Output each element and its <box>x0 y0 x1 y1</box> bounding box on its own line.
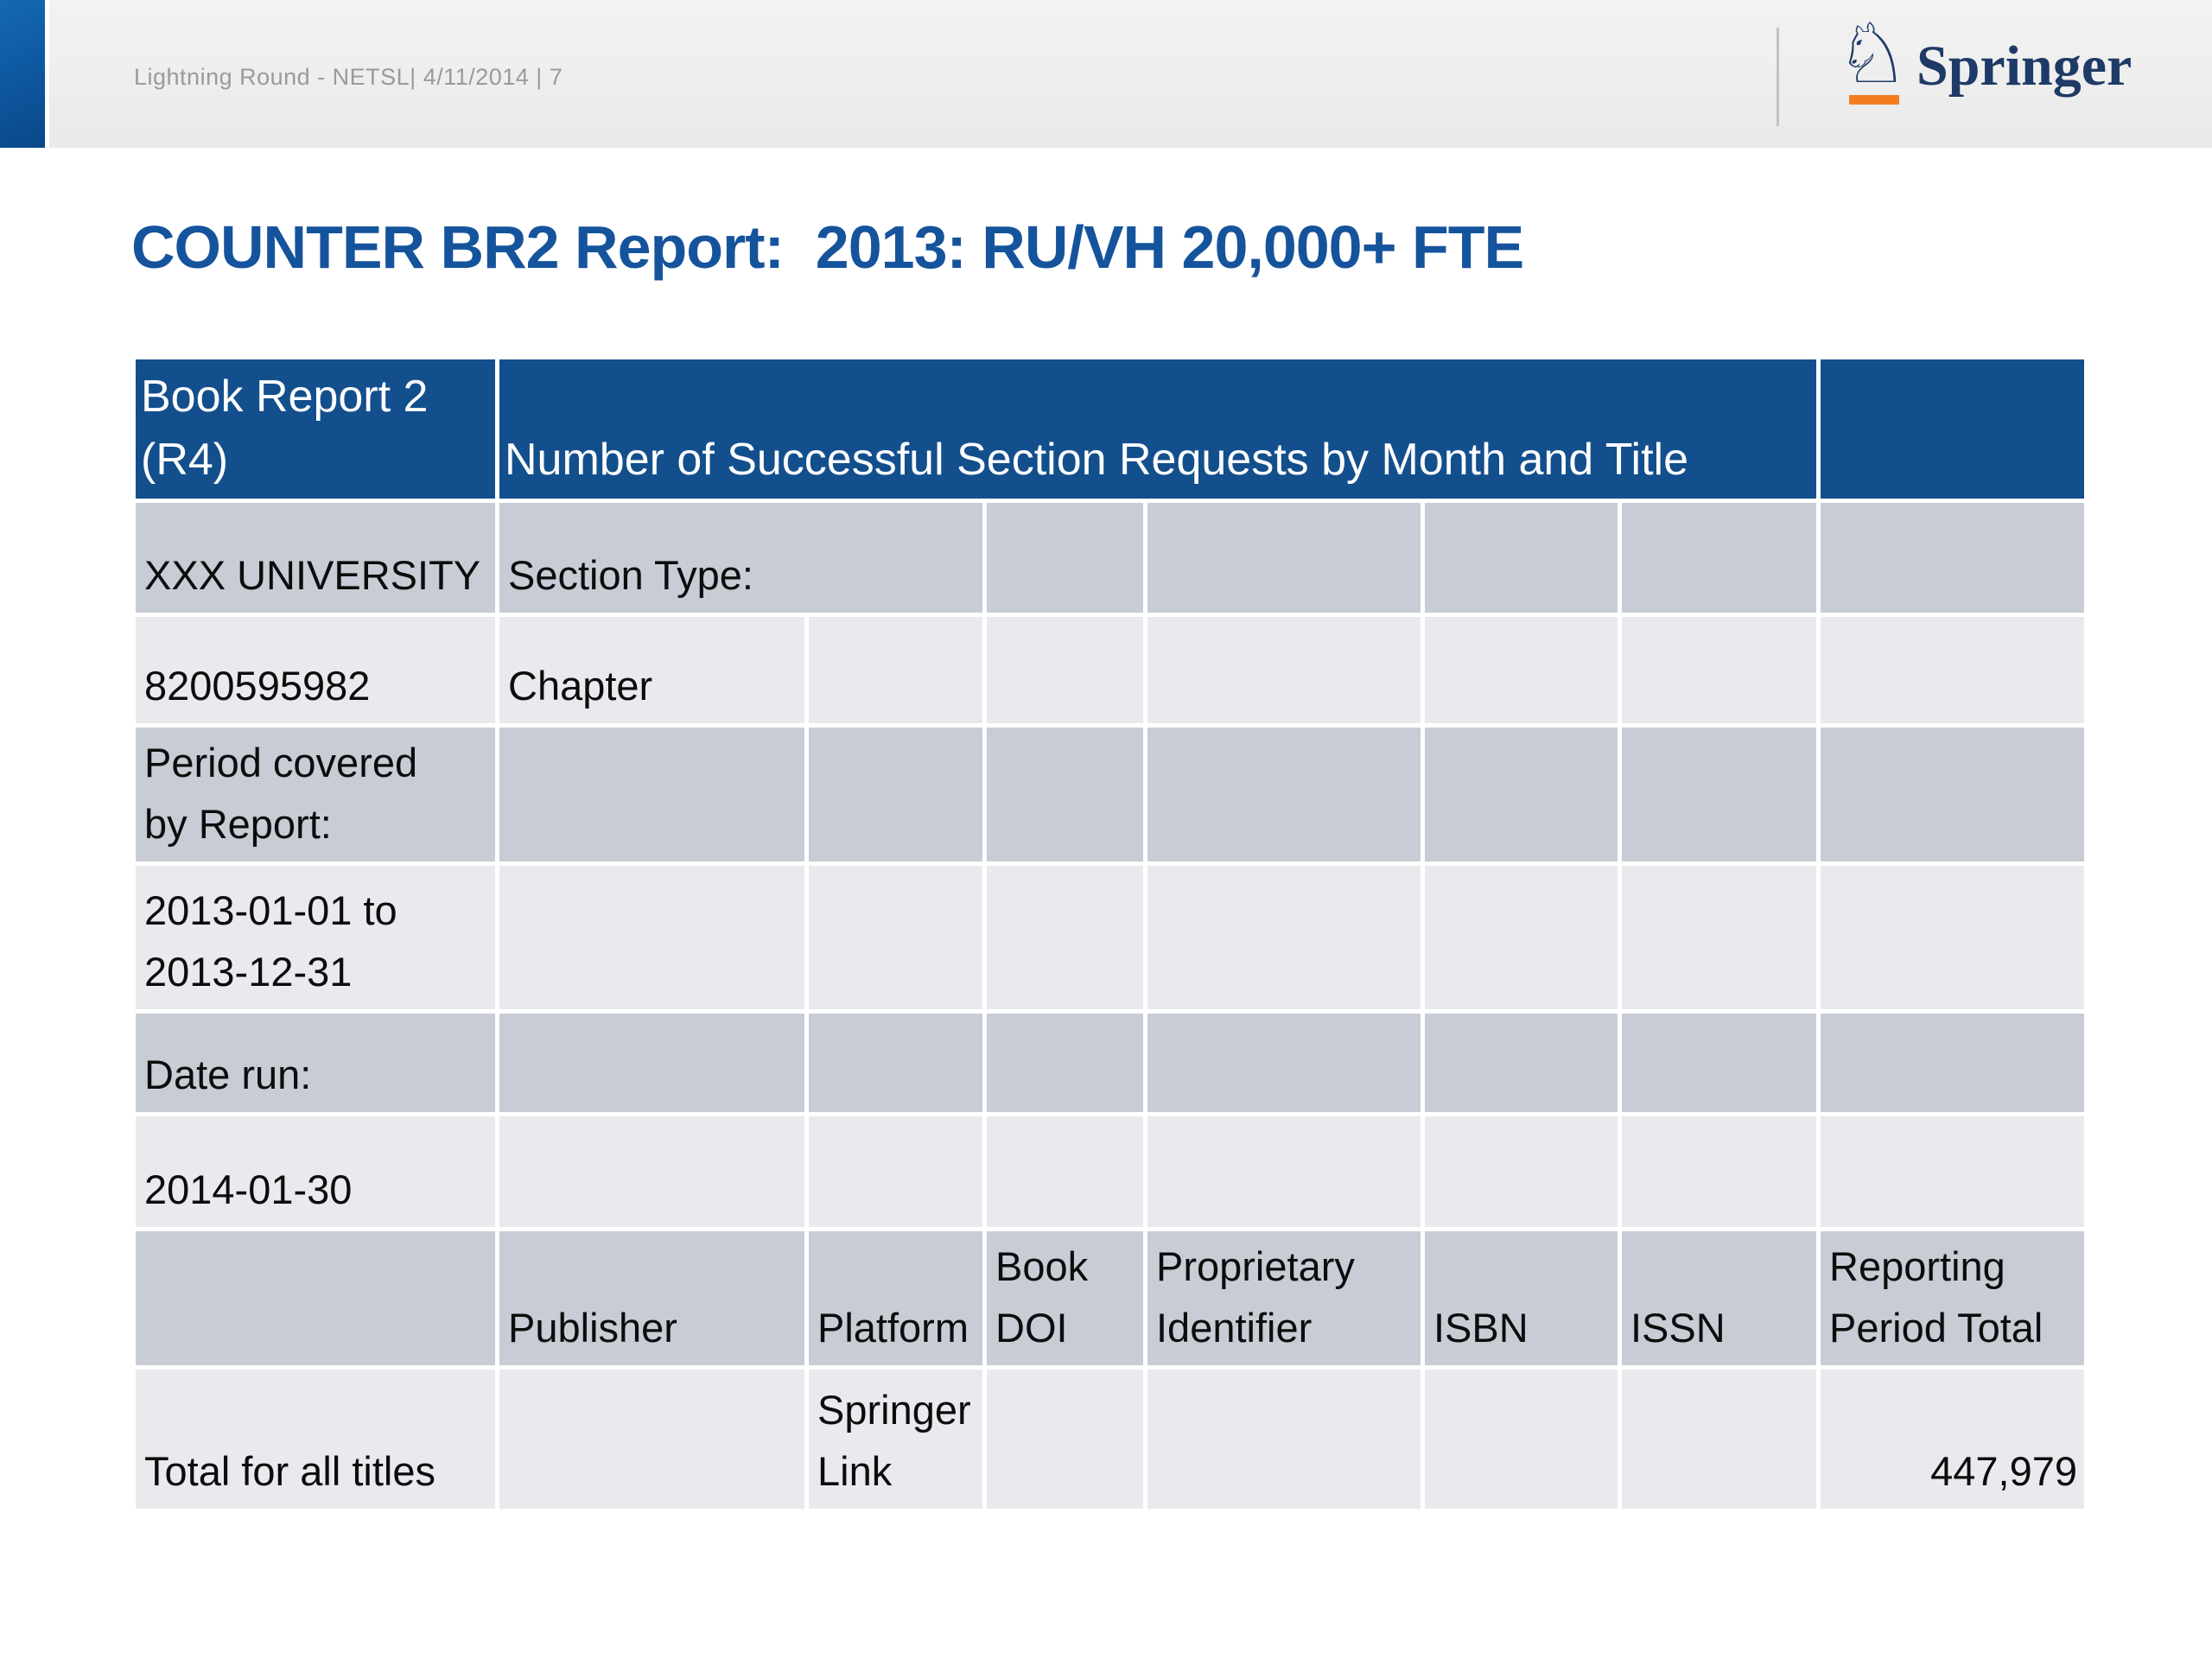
slide-meta-text: Lightning Round - NETSL| 4/11/2014 | 7 <box>134 64 563 91</box>
period-label-row: Period covered by Report: <box>134 726 2087 864</box>
top-bar: Lightning Round - NETSL| 4/11/2014 | 7 ♘… <box>0 0 2212 148</box>
column-header-platform: Platform <box>807 1230 985 1368</box>
empty-cell <box>985 864 1146 1012</box>
column-header-issn: ISSN <box>1620 1230 1819 1368</box>
section-type-label-cell: Section Type: <box>498 501 985 615</box>
section-type-value-cell: Chapter <box>498 615 807 726</box>
page-title: COUNTER BR2 Report: 2013: RU/VH 20,000+ … <box>131 213 1523 282</box>
empty-cell <box>1620 864 1819 1012</box>
institution-cell: XXX UNIVERSITY <box>134 501 498 615</box>
empty-cell <box>1620 1368 1819 1511</box>
empty-cell <box>1620 615 1819 726</box>
empty-cell <box>985 1368 1146 1511</box>
customer-number-cell: 8200595982 <box>134 615 498 726</box>
empty-cell <box>1620 501 1819 615</box>
date-run-value-row: 2014-01-30 <box>134 1115 2087 1230</box>
logo-divider <box>1777 28 1779 126</box>
institution-row: XXX UNIVERSITY Section Type: <box>134 501 2087 615</box>
empty-cell <box>807 726 985 864</box>
empty-cell <box>498 1012 807 1115</box>
empty-cell <box>134 1230 498 1368</box>
empty-cell <box>1423 615 1620 726</box>
empty-cell <box>498 864 807 1012</box>
empty-cell <box>1620 1012 1819 1115</box>
totals-value-cell: 447,979 <box>1819 1368 2087 1511</box>
empty-cell <box>985 1012 1146 1115</box>
date-run-value-cell: 2014-01-30 <box>134 1115 498 1230</box>
empty-cell <box>1423 1012 1620 1115</box>
report-description-cell: Number of Successful Section Requests by… <box>498 358 1819 501</box>
column-header-row: Publisher Platform Book DOI Proprietary … <box>134 1230 2087 1368</box>
empty-cell <box>1819 615 2087 726</box>
totals-label-cell: Total for all titles <box>134 1368 498 1511</box>
column-header-book-doi: Book DOI <box>985 1230 1146 1368</box>
empty-cell <box>1146 864 1423 1012</box>
date-run-label-row: Date run: <box>134 1012 2087 1115</box>
empty-cell <box>498 1368 807 1511</box>
period-value-cell: 2013-01-01 to 2013-12-31 <box>134 864 498 1012</box>
empty-cell <box>1620 1115 1819 1230</box>
empty-cell <box>1819 726 2087 864</box>
empty-cell <box>1620 726 1819 864</box>
empty-cell <box>1146 1368 1423 1511</box>
empty-cell <box>807 1115 985 1230</box>
empty-cell <box>985 501 1146 615</box>
empty-cell <box>1146 615 1423 726</box>
slide: Lightning Round - NETSL| 4/11/2014 | 7 ♘… <box>0 0 2212 1659</box>
empty-cell <box>1423 726 1620 864</box>
table-title-row: Book Report 2 (R4) Number of Successful … <box>134 358 2087 501</box>
empty-cell <box>1423 1368 1620 1511</box>
empty-cell <box>1819 864 2087 1012</box>
column-header-reporting-period-total: Reporting Period Total <box>1819 1230 2087 1368</box>
counter-br2-table: Book Report 2 (R4) Number of Successful … <box>131 355 2088 1513</box>
report-type-cell: Book Report 2 (R4) <box>134 358 498 501</box>
empty-cell <box>1819 1012 2087 1115</box>
empty-cell <box>807 1012 985 1115</box>
empty-cell <box>498 726 807 864</box>
accent-bar <box>0 0 49 148</box>
empty-cell <box>498 1115 807 1230</box>
totals-row: Total for all titles Springer Link 447,9… <box>134 1368 2087 1511</box>
empty-cell <box>1423 501 1620 615</box>
empty-cell <box>1146 501 1423 615</box>
empty-cell <box>1146 1115 1423 1230</box>
empty-cell <box>985 615 1146 726</box>
empty-cell <box>985 1115 1146 1230</box>
column-header-isbn: ISBN <box>1423 1230 1620 1368</box>
empty-cell <box>1423 864 1620 1012</box>
empty-cell <box>985 726 1146 864</box>
empty-cell <box>1423 1115 1620 1230</box>
period-label-cell: Period covered by Report: <box>134 726 498 864</box>
empty-cell <box>807 615 985 726</box>
empty-cell <box>1146 726 1423 864</box>
column-header-proprietary-identifier: Proprietary Identifier <box>1146 1230 1423 1368</box>
springer-wordmark: Springer <box>1916 38 2132 95</box>
empty-cell <box>1819 501 2087 615</box>
empty-cell <box>1819 358 2087 501</box>
date-run-label-cell: Date run: <box>134 1012 498 1115</box>
period-value-row: 2013-01-01 to 2013-12-31 <box>134 864 2087 1012</box>
logo-orange-underline <box>1849 95 1899 105</box>
totals-platform-cell: Springer Link <box>807 1368 985 1511</box>
empty-cell <box>807 864 985 1012</box>
empty-cell <box>1819 1115 2087 1230</box>
springer-knight-icon: ♘ <box>1835 12 1910 95</box>
column-header-publisher: Publisher <box>498 1230 807 1368</box>
customer-number-row: 8200595982 Chapter <box>134 615 2087 726</box>
empty-cell <box>1146 1012 1423 1115</box>
